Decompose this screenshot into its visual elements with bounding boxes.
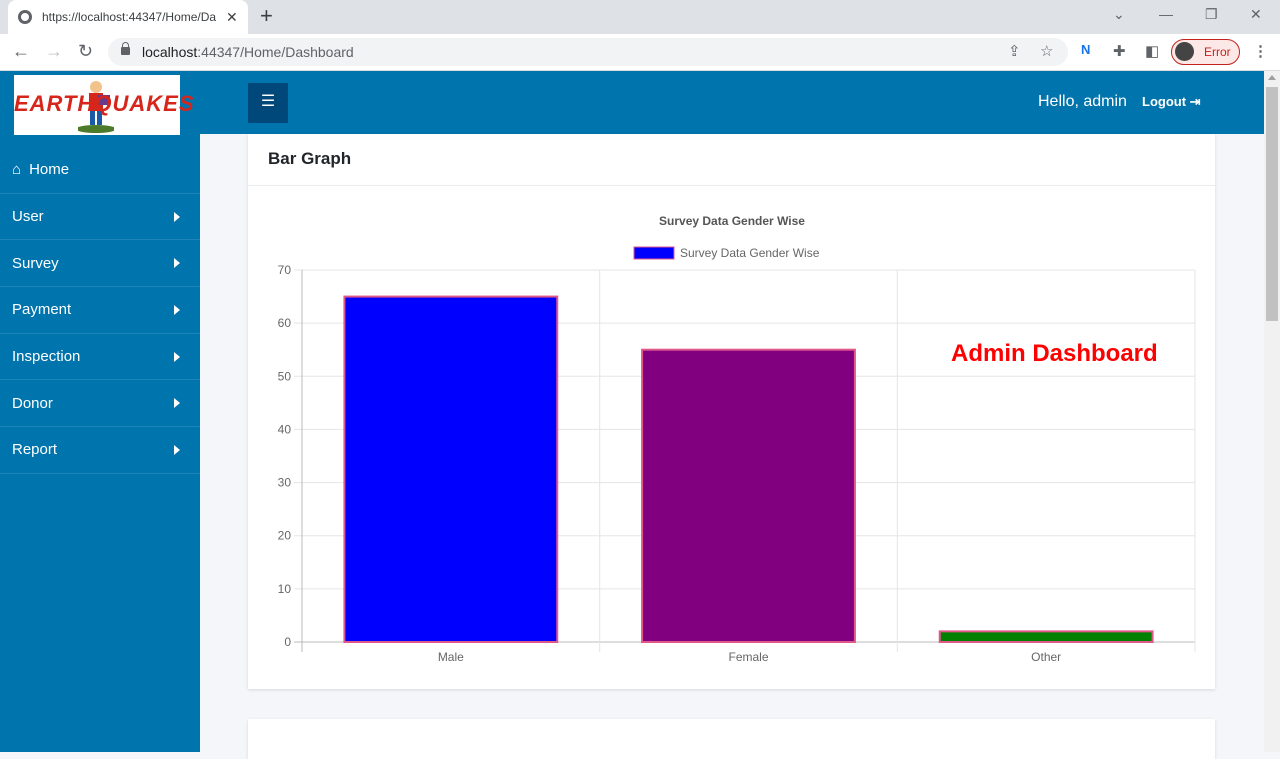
- logout-label: Logout: [1142, 94, 1187, 109]
- greeting-text: Hello, admin: [1038, 93, 1127, 110]
- address-bar[interactable]: localhost:44347/Home/Dashboard ⇪ ☆: [108, 38, 1068, 66]
- logo-text: EARTHQUAKES: [14, 91, 195, 116]
- close-tab-icon[interactable]: ✕: [226, 8, 238, 25]
- y-tick-label: 40: [278, 422, 292, 436]
- logo-figure-icon: [78, 81, 114, 133]
- y-tick-label: 20: [278, 529, 292, 543]
- sidebar-item-label: Report: [12, 441, 58, 459]
- sidebar-item-label: Donor: [12, 394, 53, 412]
- legend-swatch: [633, 246, 675, 260]
- browser-tab[interactable]: https://localhost:44347/Home/Da ✕: [8, 0, 248, 34]
- logo[interactable]: EARTHQUAKES: [14, 75, 195, 135]
- sidebar-nav: ⌂ Home User Survey Payment Inspection Do…: [0, 147, 200, 474]
- x-tick-label: Male: [438, 650, 464, 664]
- y-tick-label: 60: [278, 316, 292, 330]
- y-tick-label: 50: [278, 369, 292, 383]
- bar-chart: Survey Data Gender Wise Survey Data Gende…: [278, 214, 1196, 664]
- y-tick-label: 10: [278, 582, 292, 596]
- browser-toolbar: ← → ↻ localhost:44347/Home/Dashboard ⇪ ☆…: [0, 34, 1280, 71]
- bar-female: [641, 348, 856, 643]
- sidebar-item-user[interactable]: User: [0, 194, 200, 241]
- card-title: Bar Graph: [248, 134, 1215, 186]
- chart-title: Survey Data Gender Wise: [659, 214, 805, 228]
- bar-other: [938, 630, 1154, 644]
- reload-icon[interactable]: ↻: [78, 41, 94, 61]
- sidebar-item-survey[interactable]: Survey: [0, 240, 200, 288]
- globe-icon: [18, 10, 32, 24]
- extensions-puzzle-icon[interactable]: ✚: [1113, 43, 1126, 60]
- y-tick-label: 30: [278, 476, 292, 490]
- sidebar-item-report[interactable]: Report: [0, 427, 200, 474]
- tab-search-icon[interactable]: ⌄: [1113, 6, 1125, 22]
- url-host: localhost: [142, 44, 198, 60]
- menu-toggle-button[interactable]: ☰: [248, 83, 288, 123]
- legend-label: Survey Data Gender Wise: [680, 246, 820, 260]
- extension-n-icon[interactable]: N: [1081, 42, 1091, 57]
- avatar: [1175, 42, 1194, 61]
- sidebar-item-label: Home: [29, 161, 70, 179]
- second-card: [248, 719, 1215, 759]
- caret-right-icon: [174, 445, 180, 456]
- bar-male: [343, 295, 559, 643]
- x-tick-label: Female: [728, 650, 768, 664]
- side-panel-icon[interactable]: ◧: [1145, 43, 1160, 60]
- sidebar-item-label: User: [12, 208, 44, 226]
- new-tab-icon[interactable]: +: [260, 3, 273, 28]
- y-tick-label: 0: [284, 635, 291, 649]
- y-tick-label: 70: [278, 263, 292, 277]
- sidebar: EARTHQUAKES ⌂ Home User Survey Payment I…: [0, 71, 200, 752]
- forward-icon[interactable]: →: [45, 41, 63, 61]
- caret-right-icon: [174, 258, 180, 269]
- browser-menu-icon[interactable]: ⋮: [1253, 43, 1268, 60]
- sidebar-item-payment[interactable]: Payment: [0, 287, 200, 334]
- lock-icon: [121, 42, 130, 55]
- caret-right-icon: [174, 398, 180, 409]
- tab-title: https://localhost:44347/Home/Da: [42, 10, 217, 24]
- profile-button[interactable]: Error: [1171, 39, 1240, 65]
- bookmark-star-icon[interactable]: ☆: [1040, 43, 1054, 60]
- minimize-icon[interactable]: —: [1159, 6, 1173, 22]
- sidebar-item-label: Inspection: [12, 348, 81, 366]
- app-header: ☰ Hello, admin Logout ⇥: [200, 71, 1264, 134]
- logout-link[interactable]: Logout ⇥: [1142, 94, 1201, 110]
- home-icon: ⌂: [12, 161, 22, 179]
- scroll-thumb[interactable]: [1266, 87, 1278, 321]
- caret-right-icon: [174, 351, 180, 362]
- sidebar-item-home[interactable]: ⌂ Home: [0, 147, 200, 194]
- sidebar-item-label: Payment: [12, 301, 72, 319]
- caret-right-icon: [174, 305, 180, 316]
- share-icon[interactable]: ⇪: [1008, 43, 1021, 60]
- scroll-up-icon[interactable]: [1268, 75, 1276, 80]
- url-text: localhost:44347/Home/Dashboard: [142, 44, 354, 60]
- profile-error-label: Error: [1204, 45, 1231, 59]
- restore-icon[interactable]: ❐: [1205, 6, 1218, 22]
- page-scrollbar[interactable]: [1264, 71, 1280, 752]
- window-close-icon[interactable]: ✕: [1250, 6, 1262, 22]
- x-tick-label: Other: [1031, 650, 1061, 664]
- admin-dashboard-label: Admin Dashboard: [951, 340, 1158, 367]
- sidebar-item-donor[interactable]: Donor: [0, 380, 200, 428]
- sidebar-item-inspection[interactable]: Inspection: [0, 334, 200, 381]
- caret-right-icon: [174, 211, 180, 222]
- browser-tab-bar: https://localhost:44347/Home/Da ✕ + ⌄ — …: [0, 0, 1280, 34]
- url-path: :44347/Home/Dashboard: [197, 44, 354, 60]
- logout-icon: ⇥: [1189, 94, 1201, 109]
- sidebar-item-label: Survey: [12, 254, 59, 272]
- hamburger-icon: ☰: [260, 93, 276, 110]
- back-icon[interactable]: ←: [12, 41, 30, 61]
